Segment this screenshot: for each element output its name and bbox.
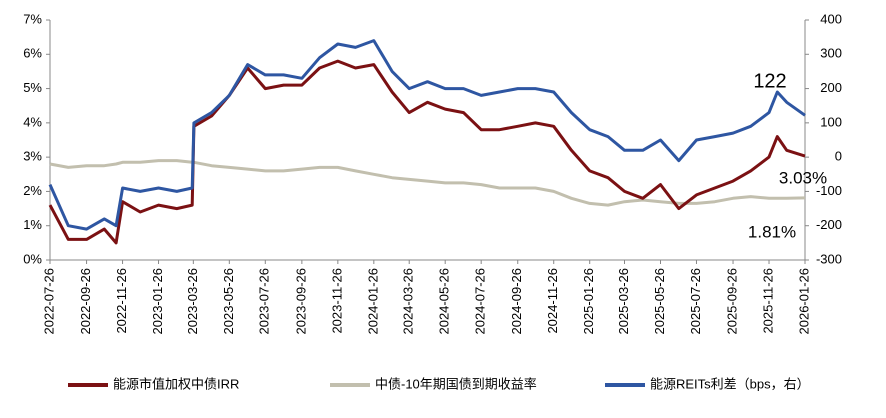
x-tick-label: 2026-01-26 [796, 268, 811, 335]
x-tick-label: 2024-01-26 [365, 268, 380, 335]
x-tick-label: 2025-03-26 [616, 268, 631, 335]
x-tick-label: 2023-03-26 [185, 268, 200, 335]
y-tick-label: 7% [23, 11, 42, 26]
series-line [48, 39, 806, 231]
x-tick-label: 2022-11-26 [114, 268, 129, 334]
series-line [48, 59, 806, 245]
x-tick-label: 2023-05-26 [221, 268, 236, 335]
y2-tick-label: 100 [820, 114, 842, 129]
y2-tick-label: -300 [816, 251, 842, 266]
x-tick-label: 2022-09-26 [78, 268, 93, 335]
y2-tick-label: -100 [816, 183, 842, 198]
x-tick-label: 2023-11-26 [329, 268, 344, 334]
x-tick-label: 2024-03-26 [401, 268, 416, 335]
y2-tick-label: -200 [816, 217, 842, 232]
y-tick-label: 0% [23, 251, 42, 266]
y-tick-label: 5% [23, 80, 42, 95]
y2-tick-label: 200 [820, 80, 842, 95]
x-tick-label: 2024-07-26 [473, 268, 488, 335]
y-tick-label: 4% [23, 114, 42, 129]
x-tick-label: 2025-11-26 [760, 268, 775, 334]
x-tick-label: 2025-05-26 [652, 268, 667, 335]
x-tick-label: 2023-07-26 [257, 268, 272, 335]
annotation: 1.81% [748, 222, 796, 241]
y-tick-label: 2% [23, 183, 42, 198]
y-tick-label: 6% [23, 46, 42, 61]
y2-tick-label: 400 [820, 11, 842, 26]
y-tick-label: 1% [23, 217, 42, 232]
x-tick-label: 2024-05-26 [437, 268, 452, 335]
x-tick-label: 2023-01-26 [150, 268, 165, 335]
annotation: 3.03% [779, 168, 827, 187]
y2-tick-label: 300 [820, 46, 842, 61]
legend-label: 能源REITs利差（bps，右） [650, 376, 810, 391]
x-tick-label: 2024-09-26 [509, 268, 524, 335]
annotation: 122 [753, 70, 786, 92]
x-tick-label: 2023-09-26 [293, 268, 308, 335]
x-tick-label: 2025-01-26 [581, 268, 596, 335]
x-tick-label: 2025-09-26 [724, 268, 739, 335]
legend-label: 中债-10年期国债到期收益率 [375, 376, 537, 391]
x-tick-label: 2024-11-26 [545, 268, 560, 334]
y2-tick-label: 0 [835, 149, 842, 164]
y-tick-label: 3% [23, 149, 42, 164]
x-tick-label: 2025-07-26 [688, 268, 703, 335]
legend-label: 能源市值加权中债IRR [113, 376, 239, 391]
x-tick-label: 2022-07-26 [41, 268, 56, 335]
